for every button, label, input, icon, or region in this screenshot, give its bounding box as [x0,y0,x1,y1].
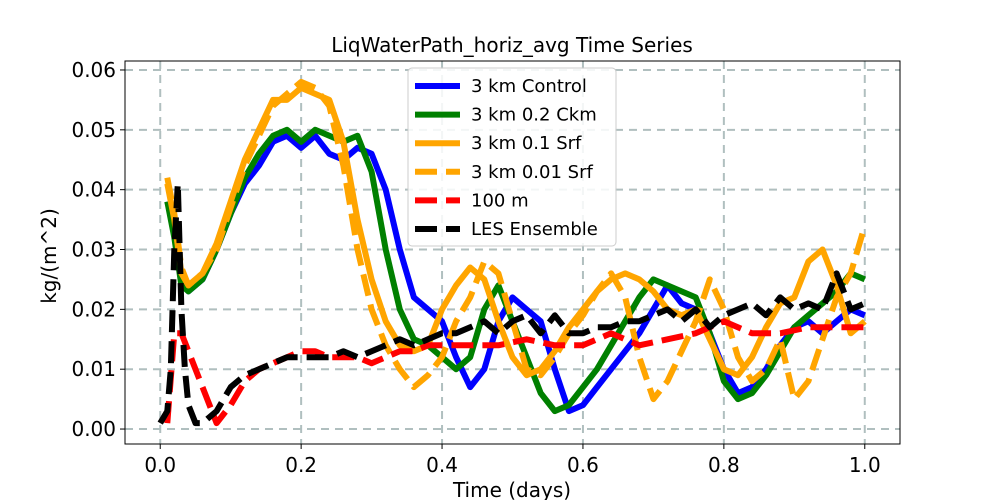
legend-label: 3 km 0.1 Srf [471,133,582,154]
axis-ticks: 0.0 0.2 0.4 0.6 0.8 1.0 0.00 0.01 0.02 0.03 0.04 0.… [71,58,880,477]
x-tick-label: 0.4 [426,453,458,477]
legend-label: 3 km 0.01 Srf [471,162,593,183]
y-tick-label: 0.02 [71,297,116,321]
y-tick-label: 0.06 [71,58,116,82]
plot-area-frame [124,60,901,445]
series-line-6 [157,180,866,427]
x-tick-label: 1.0 [849,453,881,477]
y-tick-label: 0.03 [71,238,116,262]
legend: 3 km Control 3 km 0.2 Ckm 3 km 0.1 Srf 3 km… [407,67,617,247]
x-tick-label: 0.0 [144,453,176,477]
series-line-4 [164,78,868,403]
y-axis-label: kg/(m^2) [37,208,61,304]
chart-title: LiqWaterPath_horiz_avg Time Series [331,33,693,57]
series-line-5 [164,318,865,427]
legend-label: 3 km 0.2 Ckm [471,105,597,126]
y-tick-label: 0.00 [71,417,116,441]
x-tick-label: 0.6 [567,453,599,477]
x-axis-label: Time (days) [452,478,571,500]
legend-label: 100 m [471,190,529,211]
y-tick-label: 0.01 [71,357,116,381]
y-tick-label: 0.04 [71,178,116,202]
y-tick-label: 0.05 [71,118,116,142]
legend-label: 3 km Control [471,76,587,97]
series-lines [157,78,868,427]
x-tick-label: 0.8 [708,453,740,477]
x-tick-label: 0.2 [285,453,317,477]
legend-label: LES Ensemble [471,219,598,240]
